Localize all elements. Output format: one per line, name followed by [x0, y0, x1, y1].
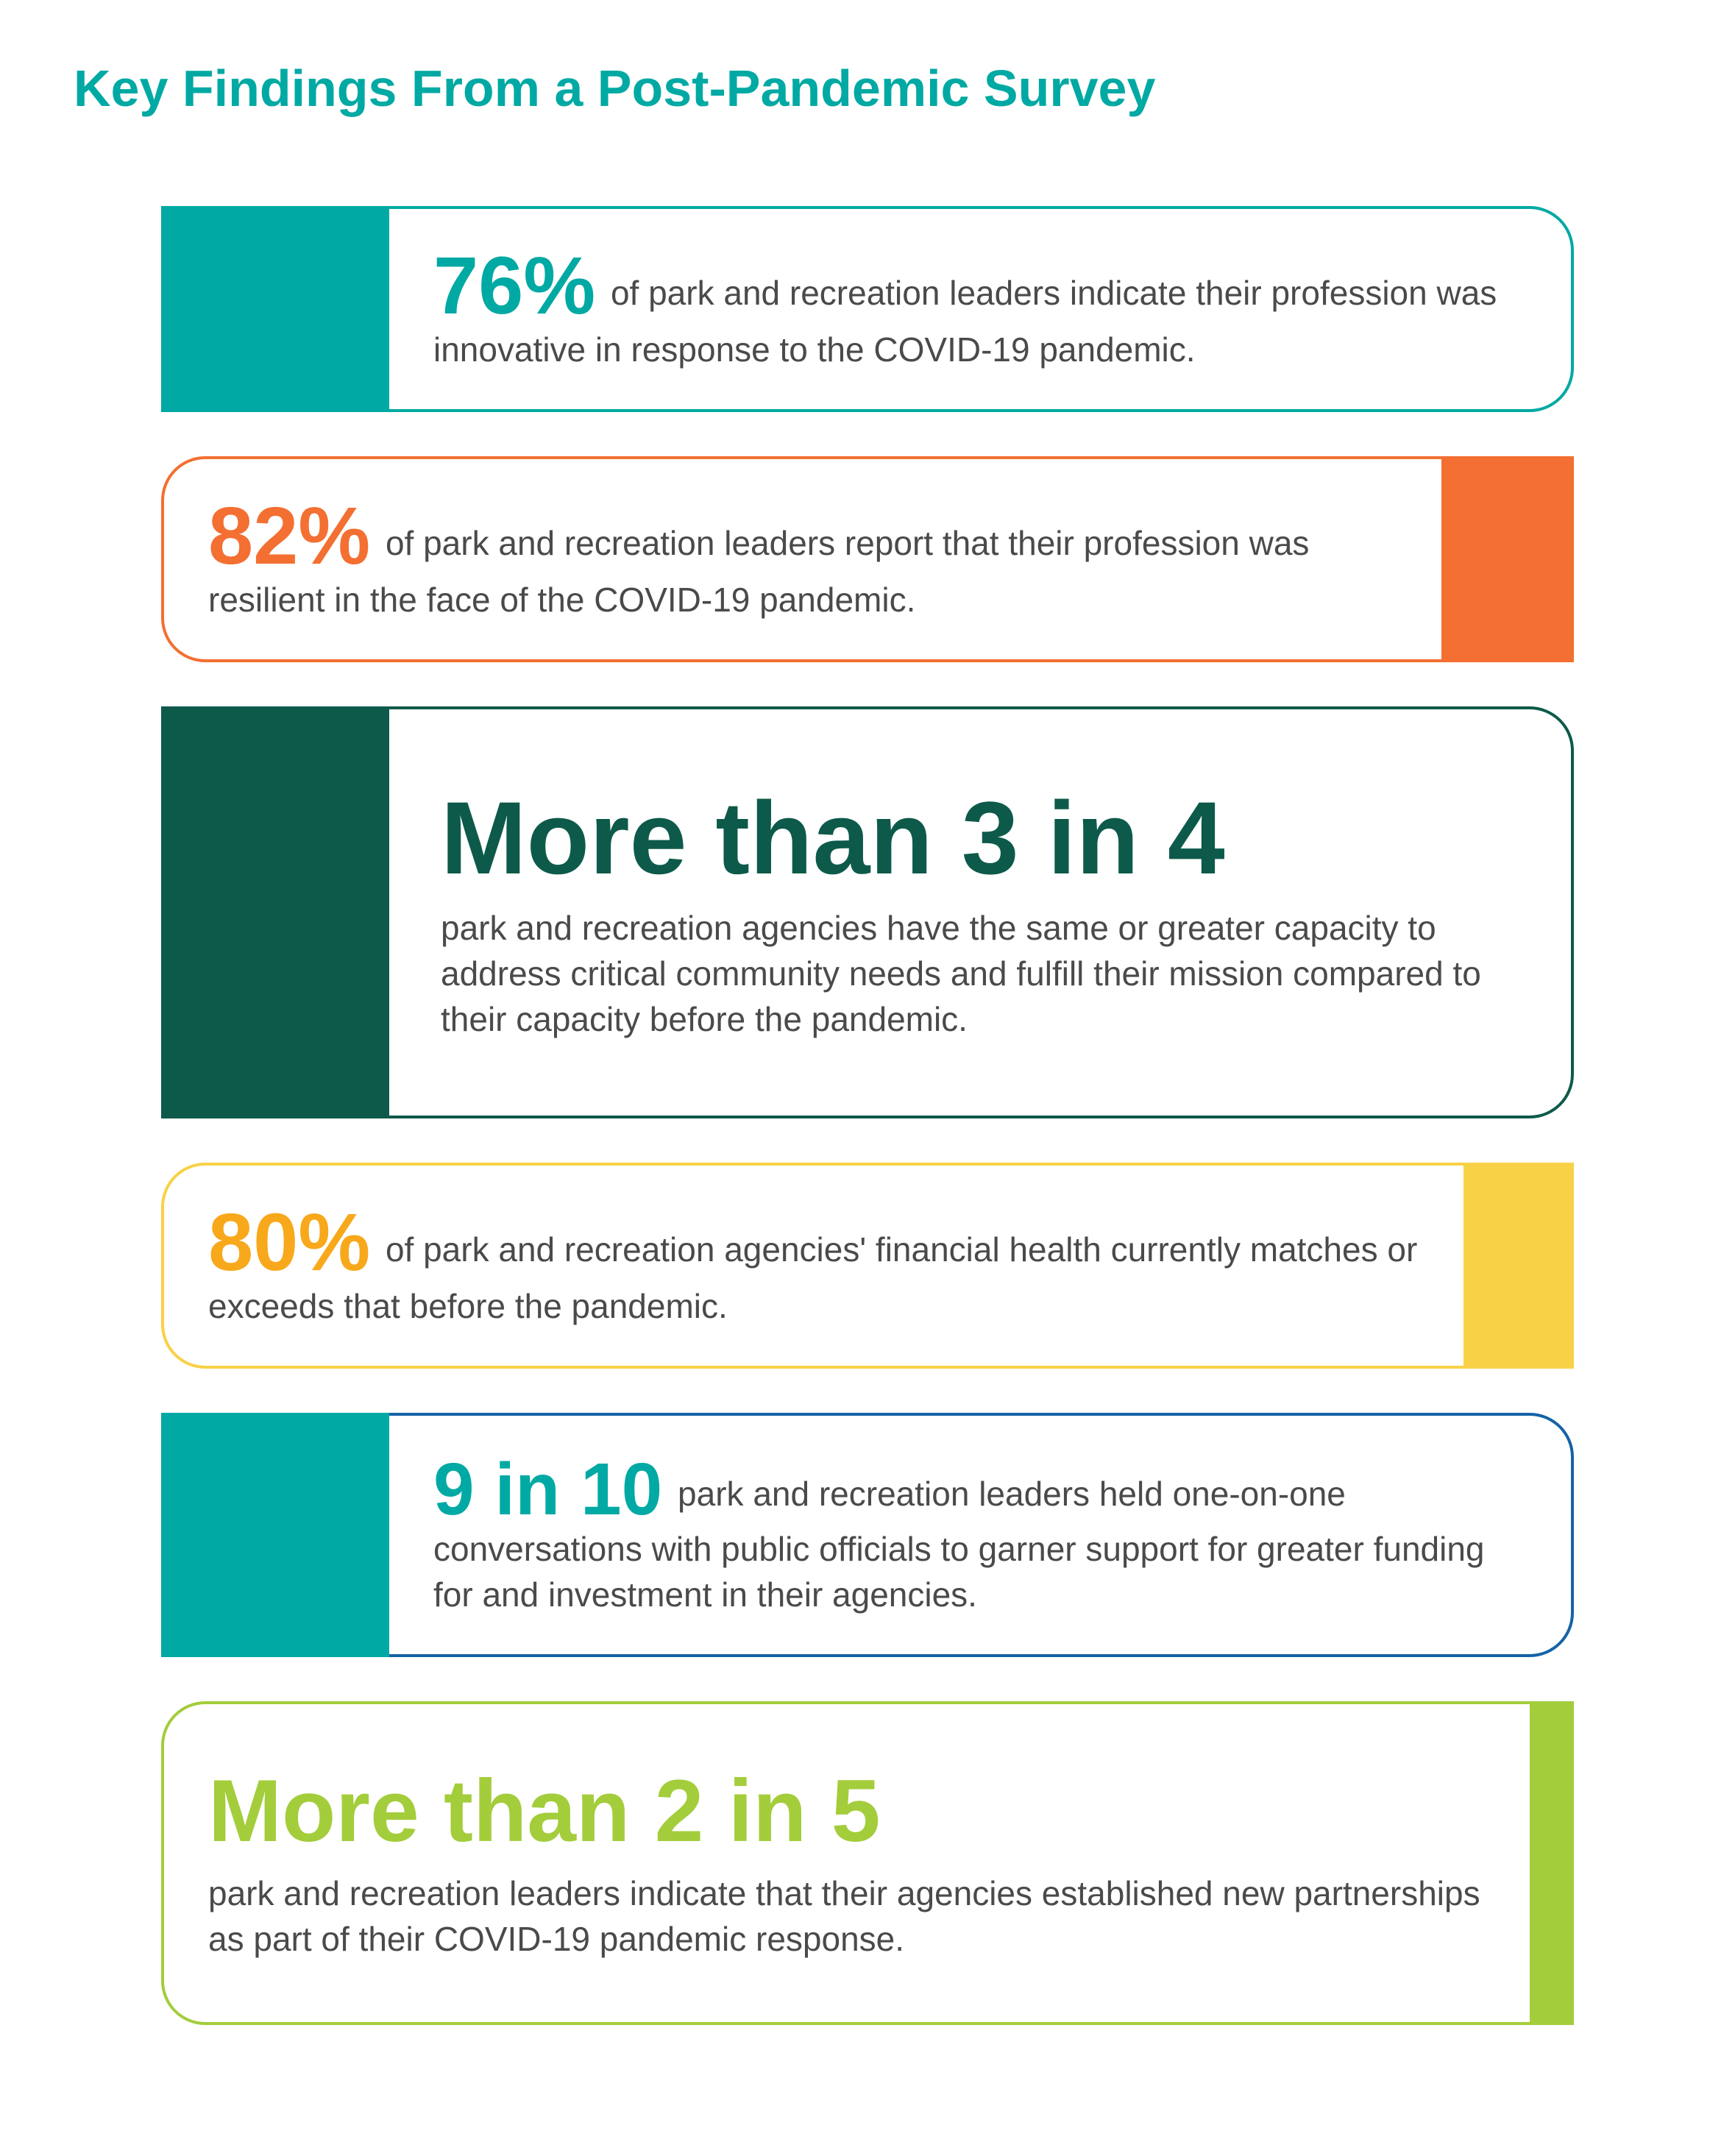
stat-number: 9 in 10 [433, 1448, 662, 1531]
card-content: 9 in 10 park and recreation leaders held… [389, 1413, 1574, 1657]
stat-number: 82% [208, 491, 370, 581]
finding-card-6: More than 2 in 5 park and recreation lea… [161, 1701, 1574, 2025]
accent-block [161, 1413, 389, 1657]
accent-block [161, 706, 389, 1118]
card-content: More than 3 in 4 park and recreation age… [389, 706, 1574, 1118]
body-text: park and recreation agencies have the sa… [441, 905, 1519, 1042]
card-content: 80% of park and recreation agencies' fin… [161, 1163, 1463, 1369]
cards-container: 76% of park and recreation leaders indic… [161, 206, 1574, 2025]
stat-line: 76% of park and recreation leaders indic… [433, 246, 1527, 372]
page-title: Key Findings From a Post-Pandemic Survey [74, 59, 1661, 118]
card-content: 82% of park and recreation leaders repor… [161, 456, 1441, 662]
accent-block [161, 206, 389, 412]
card-content: 76% of park and recreation leaders indic… [389, 206, 1574, 412]
finding-card-4: 80% of park and recreation agencies' fin… [161, 1163, 1574, 1369]
stat-line: 82% of park and recreation leaders repor… [208, 496, 1397, 623]
stat-number: 76% [433, 241, 595, 331]
accent-block [1441, 456, 1574, 662]
stat-text: of park and recreation leaders report th… [208, 524, 1309, 619]
headline: More than 3 in 4 [441, 784, 1519, 892]
headline: More than 2 in 5 [208, 1765, 1486, 1857]
stat-line: 80% of park and recreation agencies' fin… [208, 1202, 1419, 1329]
body-text: park and recreation leaders indicate tha… [208, 1870, 1486, 1962]
finding-card-5: 9 in 10 park and recreation leaders held… [161, 1413, 1574, 1657]
finding-card-3: More than 3 in 4 park and recreation age… [161, 706, 1574, 1118]
finding-card-2: 82% of park and recreation leaders repor… [161, 456, 1574, 662]
stat-number: 80% [208, 1197, 370, 1288]
stat-text: of park and recreation agencies' financi… [208, 1230, 1417, 1325]
accent-block [1463, 1163, 1574, 1369]
accent-block [1530, 1701, 1574, 2025]
stat-line: 9 in 10 park and recreation leaders held… [433, 1453, 1527, 1617]
finding-card-1: 76% of park and recreation leaders indic… [161, 206, 1574, 412]
card-content: More than 2 in 5 park and recreation lea… [161, 1701, 1530, 2025]
